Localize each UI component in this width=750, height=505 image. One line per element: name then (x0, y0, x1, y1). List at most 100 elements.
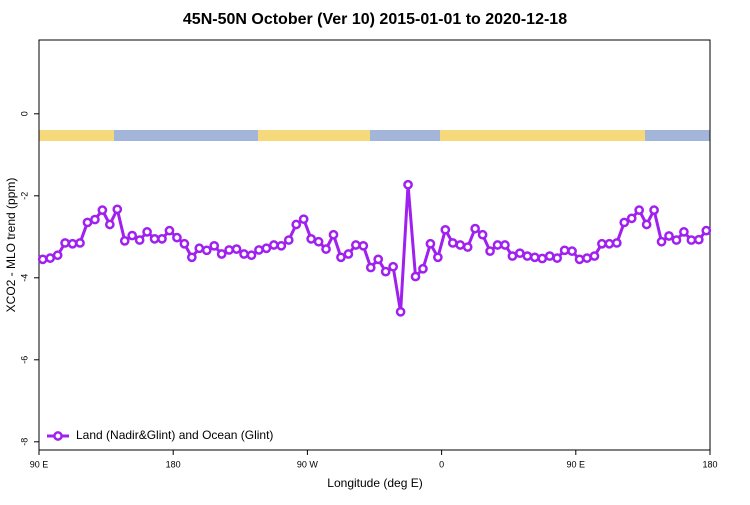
data-point (410, 271, 421, 282)
data-point (582, 253, 592, 263)
data-point (351, 240, 361, 250)
data-point (134, 235, 145, 245)
data-point (90, 214, 100, 225)
data-point (604, 238, 615, 249)
data-point (447, 238, 458, 248)
data-point (313, 236, 324, 247)
y-tick-label: -4 (19, 274, 29, 282)
data-point (537, 253, 548, 264)
y-tick-label: -2 (19, 192, 29, 200)
data-point (112, 204, 123, 215)
chart-title: 45N-50N October (Ver 10) 2015-01-01 to 2… (183, 11, 567, 28)
x-tick-label: 180 (702, 459, 717, 469)
plot-frame (38, 39, 711, 451)
data-point (142, 227, 152, 237)
y-tick-label: -8 (19, 438, 29, 446)
data-point (52, 250, 63, 261)
data-point (500, 240, 510, 250)
x-tick-label: 90 E (567, 459, 586, 469)
data-point (37, 254, 48, 265)
data-point (403, 179, 413, 190)
data-point (246, 250, 257, 261)
data-point (75, 238, 85, 248)
data-point (231, 244, 242, 254)
data-point (641, 219, 652, 230)
data-point (388, 261, 398, 272)
data-point (522, 251, 533, 261)
y-tick-label: 0 (19, 111, 29, 116)
data-point (209, 240, 220, 251)
data-point (67, 238, 78, 249)
data-point (127, 230, 138, 241)
data-point (619, 217, 630, 228)
data-point (507, 251, 518, 261)
data-point (60, 238, 70, 248)
data-point (373, 254, 384, 265)
data-point (365, 262, 376, 273)
data-point (239, 249, 249, 259)
data-point (45, 253, 56, 263)
data-point (321, 244, 331, 254)
data-point (492, 240, 503, 250)
legend-label: Land (Nadir&Glint) and Ocean (Glint) (76, 428, 273, 442)
y-tick-label: -6 (19, 356, 29, 364)
data-point (649, 205, 659, 215)
data-point (664, 231, 674, 241)
legend-marker (53, 431, 63, 441)
data-point (656, 236, 667, 247)
y-axis-label: XCO2 - MLO trend (ppm) (4, 178, 18, 313)
data-point (544, 251, 555, 261)
data-point (201, 245, 212, 256)
data-point (679, 227, 689, 237)
data-point (559, 245, 570, 256)
data-point (276, 240, 287, 251)
land-ocean-strip (39, 130, 710, 141)
x-tick-label: 180 (166, 459, 181, 469)
data-point (283, 235, 294, 245)
data-point (343, 249, 354, 259)
data-point (380, 266, 391, 277)
data-point (515, 248, 525, 259)
x-tick-label: 0 (439, 459, 444, 469)
data-point (440, 224, 451, 235)
data-point (172, 232, 182, 243)
data-point (470, 223, 480, 234)
data-point (328, 229, 339, 240)
x-tick-label: 90 W (297, 459, 319, 469)
data-point (611, 238, 622, 248)
data-point (224, 245, 234, 255)
data-point (179, 238, 190, 249)
data-point (693, 234, 704, 245)
data-point (552, 253, 563, 263)
data-point (701, 225, 712, 236)
data-point (119, 236, 130, 246)
data-point (671, 235, 682, 245)
data-point (269, 240, 279, 250)
data-point (298, 214, 309, 225)
data-point (425, 238, 436, 249)
data-point (82, 217, 93, 228)
series-line (42, 184, 708, 313)
data-point (574, 254, 585, 265)
data-point (157, 234, 167, 244)
x-axis-label: Longitude (deg E) (327, 476, 422, 490)
data-point (97, 205, 108, 215)
data-point (149, 234, 160, 244)
data-point (336, 252, 346, 263)
data-point (186, 252, 197, 263)
data-point (395, 306, 406, 317)
data-point (589, 251, 600, 261)
data-point (418, 263, 428, 274)
x-tick-label: 90 E (30, 459, 49, 469)
data-point (485, 246, 495, 256)
data-point (306, 234, 316, 244)
data-point (567, 246, 577, 256)
data-point (291, 219, 302, 230)
data-point (477, 229, 488, 240)
data-point (686, 235, 697, 245)
data-point (597, 238, 607, 249)
data-point (529, 252, 540, 263)
data-point (194, 243, 205, 254)
data-point (164, 225, 175, 236)
